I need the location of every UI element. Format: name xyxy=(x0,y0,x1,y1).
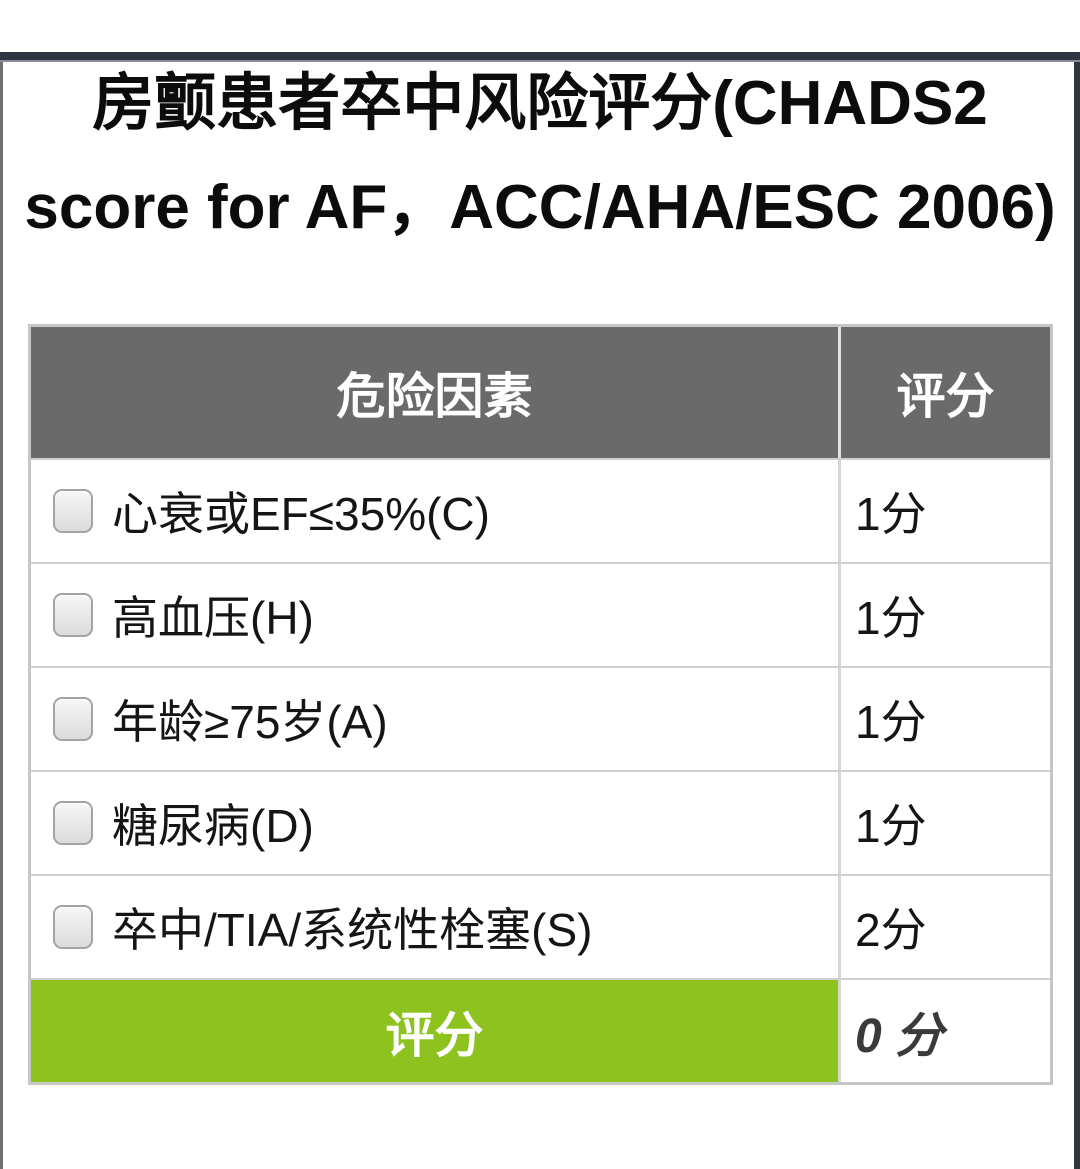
age-label: 年龄≥75岁(A) xyxy=(112,696,388,748)
risk-factor-header-label: 危险因素 xyxy=(336,370,533,424)
chads2-score-table: 危险因素 评分 心衰或EF≤35%(C) 1分 高血压(H) 1分 年龄≥75岁… xyxy=(28,324,1053,1085)
table-row-heart-failure[interactable]: 心衰或EF≤35%(C) 1分 xyxy=(31,458,1050,562)
table-footer-row: 评分 0 分 xyxy=(31,978,1050,1082)
factor-cell-stroke: 卒中/TIA/系统性栓塞(S) xyxy=(31,876,838,978)
score-header-label: 评分 xyxy=(896,370,995,424)
score-cell-diabetes: 1分 xyxy=(838,772,1050,874)
hypertension-score: 1分 xyxy=(855,592,927,644)
table-header-row: 危险因素 评分 xyxy=(31,327,1050,458)
stroke-checkbox[interactable] xyxy=(53,905,93,949)
heart-failure-score: 1分 xyxy=(855,488,927,540)
table-row-diabetes[interactable]: 糖尿病(D) 1分 xyxy=(31,770,1050,874)
hypertension-label: 高血压(H) xyxy=(112,592,314,644)
factor-cell-hypertension: 高血压(H) xyxy=(31,564,838,666)
score-cell-stroke: 2分 xyxy=(838,876,1050,978)
factor-cell-age: 年龄≥75岁(A) xyxy=(31,668,838,770)
score-cell-age: 1分 xyxy=(838,668,1050,770)
total-label-cell: 评分 xyxy=(31,980,838,1082)
total-score-value: 0 分 xyxy=(855,1010,944,1063)
page-title-line1: 房颤患者卒中风险评分(CHADS2 xyxy=(92,69,988,138)
header-cell-risk-factor: 危险因素 xyxy=(31,327,838,458)
score-cell-hypertension: 1分 xyxy=(838,564,1050,666)
diabetes-checkbox[interactable] xyxy=(53,801,93,845)
heart-failure-label: 心衰或EF≤35%(C) xyxy=(112,488,490,540)
header-cell-score: 评分 xyxy=(838,327,1050,458)
total-value-cell: 0 分 xyxy=(838,980,1050,1082)
stroke-score: 2分 xyxy=(855,904,927,956)
hypertension-checkbox[interactable] xyxy=(53,593,93,637)
heart-failure-checkbox[interactable] xyxy=(53,489,93,533)
factor-cell-diabetes: 糖尿病(D) xyxy=(31,772,838,874)
table-row-age[interactable]: 年龄≥75岁(A) 1分 xyxy=(31,666,1050,770)
table-row-stroke[interactable]: 卒中/TIA/系统性栓塞(S) 2分 xyxy=(31,874,1050,978)
score-cell-heart-failure: 1分 xyxy=(838,460,1050,562)
age-checkbox[interactable] xyxy=(53,697,93,741)
total-score-label: 评分 xyxy=(385,1008,484,1063)
status-bar xyxy=(0,52,1080,62)
diabetes-score: 1分 xyxy=(855,800,927,852)
factor-cell-heart-failure: 心衰或EF≤35%(C) xyxy=(31,460,838,562)
age-score: 1分 xyxy=(855,696,927,748)
window-edge-left xyxy=(0,62,3,1169)
page-title: 房颤患者卒中风险评分(CHADS2 score for AF，ACC/AHA/E… xyxy=(0,52,1080,260)
table-row-hypertension[interactable]: 高血压(H) 1分 xyxy=(31,562,1050,666)
window-edge-right xyxy=(1074,62,1080,1169)
diabetes-label: 糖尿病(D) xyxy=(112,800,314,852)
page-title-line2: score for AF，ACC/AHA/ESC 2006) xyxy=(24,173,1056,242)
stroke-label: 卒中/TIA/系统性栓塞(S) xyxy=(112,904,593,956)
